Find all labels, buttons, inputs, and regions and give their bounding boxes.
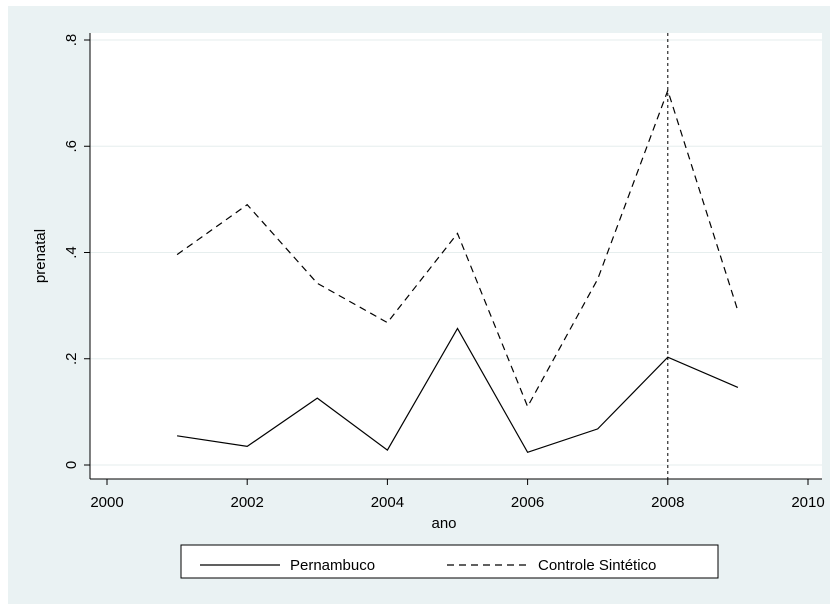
x-tick-label: 2010 — [791, 494, 824, 511]
x-tick-label: 2002 — [231, 494, 264, 511]
gridlines — [90, 39, 822, 466]
x-tick-label: 2004 — [371, 494, 404, 511]
x-axis-title: ano — [431, 515, 456, 532]
y-tick-label: .8 — [63, 34, 80, 47]
legend-box — [180, 544, 719, 579]
plot-area — [90, 33, 822, 479]
y-axis-title: prenatal — [32, 229, 49, 283]
legend-label-controle: Controle Sintético — [538, 557, 656, 574]
legend-label-pernambuco: Pernambuco — [290, 557, 375, 574]
legend: Pernambuco Controle Sintético — [180, 544, 719, 579]
series-layer — [176, 88, 739, 454]
y-tick-label: 0 — [63, 461, 80, 469]
y-ticks: 0 .2 .4 .6 .8 — [63, 34, 90, 469]
x-tick-label: 2008 — [651, 494, 684, 511]
series-line-controle-sintetico — [176, 88, 739, 408]
series-line-pernambuco — [177, 327, 739, 454]
top-clip — [0, 0, 831, 6]
y-tick-label: .2 — [63, 352, 80, 365]
y-tick-label: .6 — [63, 140, 80, 153]
x-tick-label: 2000 — [90, 494, 123, 511]
x-ticks: 2000 2002 2004 2006 2008 2010 — [90, 479, 825, 511]
y-tick-label: .4 — [63, 246, 80, 259]
x-tick-label: 2006 — [511, 494, 544, 511]
